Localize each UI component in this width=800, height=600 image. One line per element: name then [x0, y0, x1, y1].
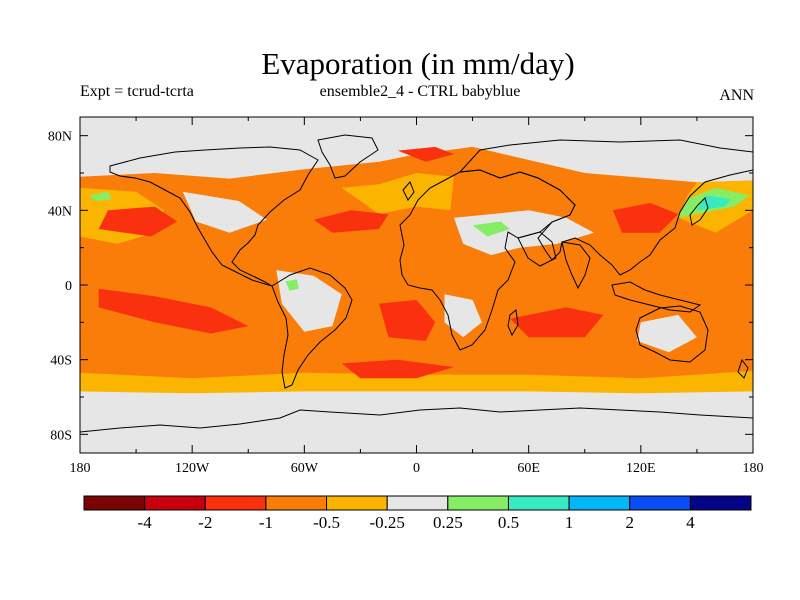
season-label: ANN [719, 87, 754, 104]
x-tick-label: 60W [291, 461, 319, 476]
coastline-asia [458, 139, 753, 276]
y-tick-label: 40S [50, 354, 72, 369]
colorbar-level-label: -0.5 [313, 513, 340, 532]
colorbar-box [447, 495, 509, 511]
coastline-madagascar [507, 309, 519, 337]
contour-region-16 [637, 314, 697, 353]
x-tick-label: 60E [517, 461, 540, 476]
map-axes: 180 120W 60W 0 60E 120E 180 80N 40N 0 40S 80S [48, 117, 764, 476]
experiment-label: Expt = tcrud-tcrta [80, 83, 194, 100]
coastline-north-america [109, 146, 319, 287]
contour-region-9 [510, 307, 604, 338]
colorbar-box [326, 495, 388, 511]
colorbar-level-label: -1 [259, 513, 273, 532]
contour-region-24 [285, 279, 299, 291]
contour-region-8 [379, 299, 436, 341]
colorbar-level-label: -2 [198, 513, 212, 532]
colorbar-level-label: 0.25 [433, 513, 463, 532]
colorbar-box [568, 495, 631, 511]
colorbar-box [144, 495, 206, 511]
x-tick-label: 120E [626, 461, 656, 476]
colorbar-level-label: -4 [138, 513, 153, 532]
colorbar-level-label: -0.25 [369, 513, 404, 532]
colorbar-box [204, 495, 267, 511]
y-tick-label: 80S [50, 428, 72, 443]
y-tick-label: 0 [65, 279, 72, 294]
colorbar: -4 -2 -1 -0.5 -0.25 0.25 0.5 1 2 4 [83, 495, 752, 532]
contour-region-13 [453, 210, 595, 256]
contour-region-12 [397, 146, 454, 162]
contour-region-4 [341, 173, 454, 215]
contour-region-1 [80, 370, 753, 394]
colorbar-box [265, 495, 328, 511]
coastline-arabia [517, 231, 557, 267]
map-title: Evaporation (in mm/day) [261, 46, 575, 81]
colorbar-box [507, 495, 570, 511]
contour-region-10 [341, 359, 454, 379]
coastline-greenland [317, 134, 379, 179]
colorbar-level-label: 1 [565, 513, 574, 532]
coastline-british-isles [402, 181, 415, 201]
colorbar-level-label: 2 [625, 513, 634, 532]
coastline-japan [689, 197, 709, 226]
colorbar-level-label: 4 [686, 513, 695, 532]
coastline-new-zealand [737, 358, 749, 379]
ensemble-label: ensemble2_4 - CTRL babyblue [319, 83, 521, 100]
x-tick-label: 120W [175, 461, 210, 476]
colorbar-box [629, 495, 691, 511]
colorbar-box [689, 495, 752, 511]
y-tick-label: 80N [48, 130, 72, 145]
contour-region-17 [182, 191, 267, 233]
contour-region-22 [472, 221, 510, 237]
coastline-south-america [271, 267, 353, 389]
contour-region-11 [612, 202, 679, 233]
coastline-india [561, 241, 591, 290]
contour-region-7 [313, 210, 389, 233]
contour-region-23 [89, 191, 112, 201]
contour-field [80, 117, 753, 453]
x-tick-label: 0 [413, 461, 420, 476]
contour-region-15 [444, 294, 482, 338]
x-tick-label: 180 [70, 461, 91, 476]
colorbar-box [386, 495, 449, 511]
y-tick-label: 40N [48, 204, 72, 219]
coastline-antarctica [80, 407, 753, 433]
contour-region-5 [98, 206, 178, 237]
contour-region-18 [80, 397, 753, 453]
colorbar-level-label: 0.5 [498, 513, 519, 532]
colorbar-box [83, 495, 146, 511]
coastlines [80, 134, 753, 433]
coastline-australia [635, 305, 709, 363]
x-tick-label: 180 [743, 461, 764, 476]
contour-region-6 [98, 288, 249, 334]
coastline-maritime-se-asia [611, 281, 702, 313]
contour-region-19 [80, 117, 753, 155]
